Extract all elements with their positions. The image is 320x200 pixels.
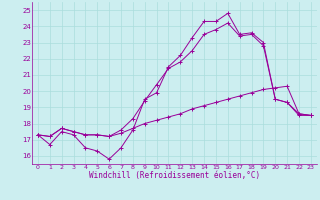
X-axis label: Windchill (Refroidissement éolien,°C): Windchill (Refroidissement éolien,°C) [89, 171, 260, 180]
